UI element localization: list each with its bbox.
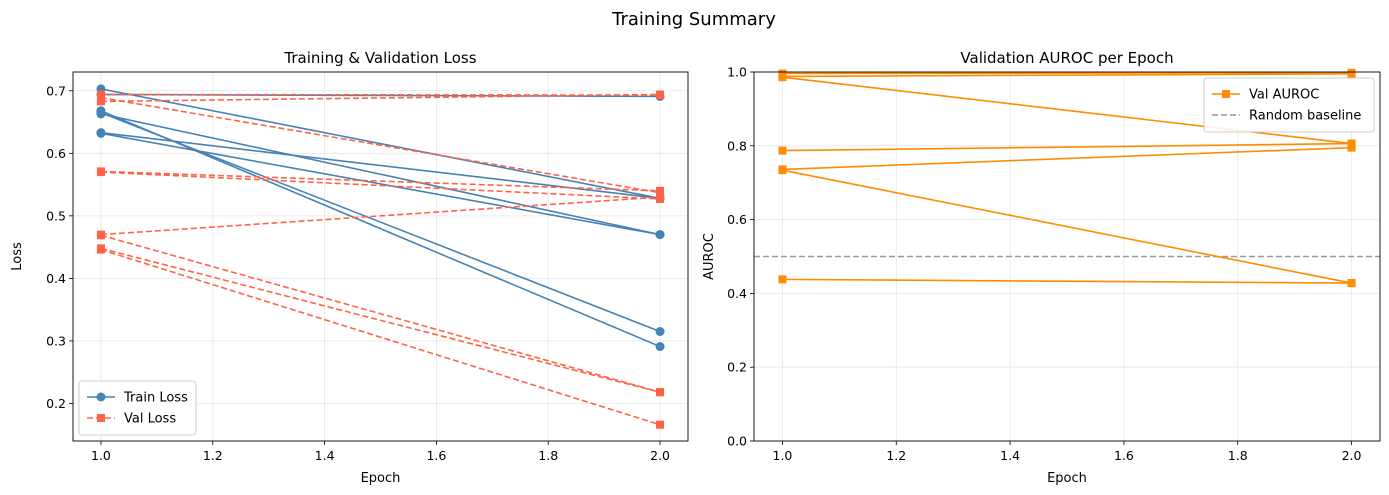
loss-x-tick-label: 1.6 (426, 448, 446, 463)
val-loss-point (96, 97, 105, 106)
auroc-axes-frame (753, 71, 1381, 442)
auroc-x-tick-label: 1.4 (1000, 448, 1020, 463)
val-auroc-line-2 (782, 76, 1352, 145)
legend-train-loss-marker (96, 392, 106, 402)
train-loss-point (655, 327, 665, 337)
loss-axes-frame (72, 71, 689, 442)
val-loss-line-5 (100, 196, 661, 236)
loss-ticks: 1.0 1.2 1.4 1.6 1.8 2.0 0.2 0.3 0.4 0.5 0.6 0.7 (46, 83, 670, 463)
train-loss-line-0 (100, 88, 661, 200)
val-loss-point (656, 90, 665, 99)
legend-train-loss-label: Train Loss (123, 391, 188, 406)
auroc-x-tick-label: 2.0 (1342, 448, 1362, 463)
loss-y-axis-label: Loss (10, 242, 25, 271)
auroc-plot: 1.0 1.2 1.4 1.6 1.8 2.0 0.0 0.2 0.4 0.6 0.8 1.0 Val… (702, 49, 1381, 486)
val-auroc-point (778, 166, 787, 175)
val-loss-point (96, 168, 105, 177)
auroc-legend: Val AUROC Random baseline (1203, 77, 1375, 133)
train-loss-line-3 (100, 111, 661, 333)
val-auroc-point (778, 275, 787, 284)
train-loss-point (655, 230, 665, 240)
auroc-x-tick-label: 1.8 (1228, 448, 1248, 463)
auroc-y-tick-label: 1.0 (727, 65, 747, 80)
val-auroc-point (1347, 143, 1356, 152)
val-auroc-point (1347, 69, 1356, 78)
auroc-y-axis-label: AUROC (702, 233, 717, 280)
val-auroc-line-3 (782, 142, 1352, 152)
figure-suptitle: Training Summary (611, 9, 776, 30)
loss-x-tick-label: 1.2 (203, 448, 223, 463)
val-auroc-line-4 (782, 146, 1352, 171)
loss-legend-box (78, 380, 197, 436)
legend-val-loss-marker (97, 414, 105, 422)
auroc-ticks: 1.0 1.2 1.4 1.6 1.8 2.0 0.0 0.2 0.4 0.6 0.8 1.0 (727, 65, 1361, 464)
val-loss-point (96, 245, 105, 254)
val-loss-point (656, 388, 665, 397)
loss-plot: 1.0 1.2 1.4 1.6 1.8 2.0 0.2 0.3 0.4 0.5 0.6 0.7 Tra… (10, 49, 689, 486)
val-auroc-line-5 (782, 169, 1352, 284)
auroc-x-tick-label: 1.6 (1114, 448, 1134, 463)
loss-lines (96, 84, 665, 429)
auroc-lines (754, 68, 1380, 288)
val-loss-line-1 (100, 96, 661, 194)
loss-x-tick-label: 1.0 (91, 448, 111, 463)
val-loss-line-6 (100, 234, 661, 393)
loss-plot-title: Training & Validation Loss (283, 49, 476, 67)
auroc-y-tick-label: 0.8 (727, 138, 747, 153)
legend-val-loss-label: Val Loss (124, 412, 176, 427)
legend-random-baseline-label: Random baseline (1249, 109, 1361, 124)
val-auroc-point (1347, 139, 1356, 148)
loss-y-tick-label: 0.3 (46, 333, 66, 348)
val-loss-point (656, 193, 665, 202)
val-loss-line-0 (100, 93, 661, 96)
train-loss-line-5 (100, 131, 661, 200)
loss-x-tick-label: 2.0 (650, 448, 670, 463)
val-auroc-line-0 (782, 71, 1352, 75)
val-auroc-point (1347, 279, 1356, 288)
val-auroc-line-6 (782, 278, 1352, 284)
loss-legend: Train Loss Val Loss (78, 380, 197, 436)
val-loss-point (656, 186, 665, 195)
auroc-y-tick-label: 0.4 (727, 286, 747, 301)
val-loss-line-7 (100, 247, 661, 393)
val-loss-line-2 (100, 93, 661, 103)
auroc-x-tick-label: 1.0 (773, 448, 793, 463)
auroc-plot-title: Validation AUROC per Epoch (960, 49, 1173, 67)
loss-y-tick-label: 0.4 (46, 271, 66, 286)
loss-y-tick-label: 0.6 (46, 146, 66, 161)
auroc-legend-box (1203, 77, 1375, 133)
val-loss-line-3 (100, 170, 661, 192)
val-loss-point (96, 231, 105, 240)
val-auroc-line-1 (782, 73, 1352, 78)
val-loss-line-8 (100, 248, 661, 426)
val-loss-line-4 (100, 171, 661, 200)
auroc-y-tick-label: 0.6 (727, 212, 747, 227)
auroc-y-tick-label: 0.0 (727, 434, 747, 449)
train-loss-point (655, 342, 665, 352)
train-loss-line-6 (100, 132, 661, 236)
loss-x-axis-label: Epoch (361, 471, 401, 486)
train-loss-point (96, 128, 106, 138)
legend-val-auroc-marker (1222, 90, 1230, 98)
auroc-x-tick-label: 1.2 (886, 448, 906, 463)
loss-y-tick-label: 0.5 (46, 208, 66, 223)
loss-x-tick-label: 1.8 (538, 448, 558, 463)
val-auroc-point (778, 73, 787, 82)
loss-y-tick-label: 0.2 (46, 396, 66, 411)
auroc-y-tick-label: 0.2 (727, 360, 747, 375)
loss-y-tick-label: 0.7 (46, 83, 66, 98)
train-loss-point (96, 109, 106, 119)
val-loss-point (656, 420, 665, 429)
auroc-x-axis-label: Epoch (1047, 471, 1087, 486)
loss-x-tick-label: 1.4 (315, 448, 335, 463)
val-auroc-point (778, 146, 787, 155)
legend-val-auroc-label: Val AUROC (1249, 88, 1319, 103)
train-loss-line-4 (100, 113, 661, 236)
